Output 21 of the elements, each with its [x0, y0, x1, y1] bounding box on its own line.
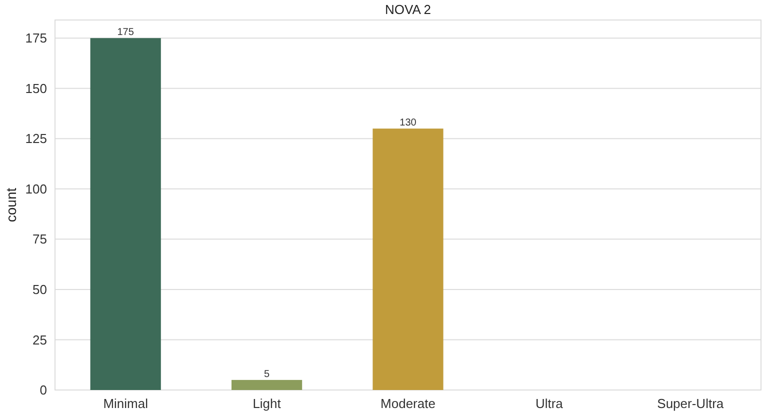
y-tick-label: 25 — [32, 332, 47, 348]
y-tick-label: 175 — [25, 30, 47, 46]
y-tick-label: 50 — [32, 282, 47, 298]
bar — [90, 38, 161, 390]
bar — [372, 128, 444, 390]
data-label: 5 — [264, 368, 270, 380]
x-tick-label: Ultra — [535, 396, 564, 411]
x-tick-label: Super-Ultra — [657, 396, 724, 411]
y-tick-label: 75 — [32, 232, 47, 247]
bar — [232, 380, 302, 390]
y-axis-title: count — [3, 188, 19, 222]
y-tick-label: 100 — [25, 181, 47, 196]
chart-title: NOVA 2 — [384, 2, 432, 17]
y-tick-label: 125 — [25, 131, 47, 146]
y-tick-label: 0 — [40, 382, 47, 398]
x-tick-label: Light — [252, 396, 282, 411]
x-tick-label: Minimal — [103, 396, 148, 411]
data-label: 175 — [117, 27, 134, 38]
data-label: 130 — [400, 118, 417, 129]
y-tick-label: 150 — [25, 80, 47, 96]
x-tick-label: Moderate — [380, 396, 436, 411]
